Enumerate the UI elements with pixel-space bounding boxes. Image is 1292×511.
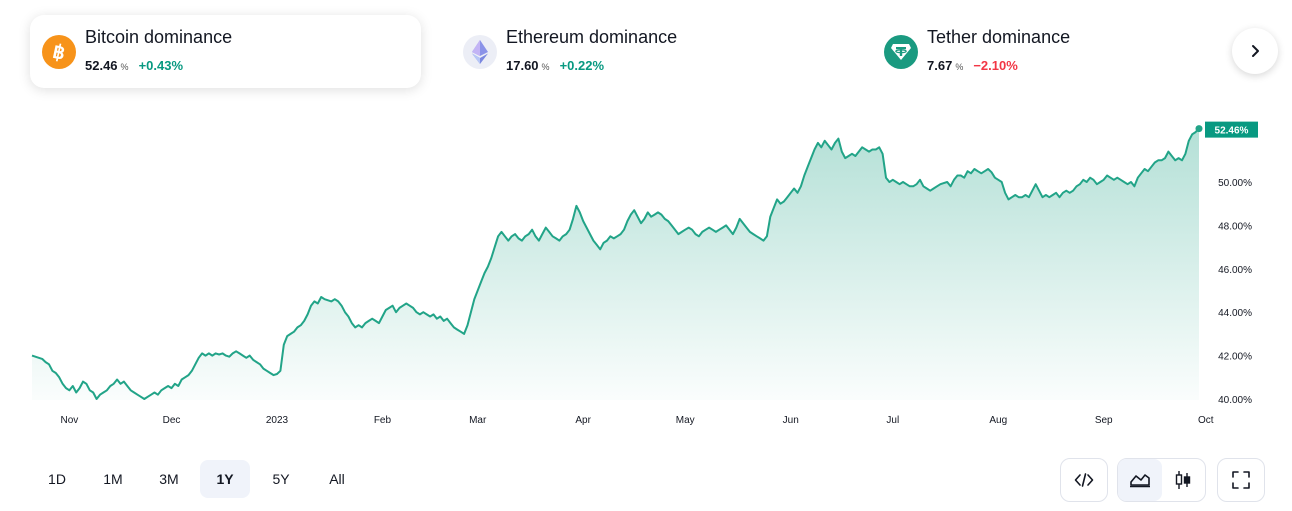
y-tick-label: 46.00% xyxy=(1218,265,1252,276)
y-tick-label: 50.00% xyxy=(1218,178,1252,189)
card-value-row: 17.60% +0.22% xyxy=(506,58,604,73)
card-value-row: 52.46% +0.43% xyxy=(85,58,183,73)
card-change: +0.22% xyxy=(559,58,605,73)
x-tick-label: Jul xyxy=(886,415,899,426)
x-tick-label: Aug xyxy=(989,415,1007,426)
y-tick-label: 48.00% xyxy=(1218,221,1252,232)
card-value-row: 7.67% −2.10% xyxy=(927,58,1018,73)
bitcoin-icon: ฿ xyxy=(42,35,76,69)
card-unit: % xyxy=(541,62,550,72)
x-tick-label: Dec xyxy=(163,415,181,426)
y-tick-label: 40.00% xyxy=(1218,395,1252,406)
x-tick-label: Apr xyxy=(575,415,591,426)
tether-icon xyxy=(884,35,918,69)
embed-button[interactable] xyxy=(1060,458,1108,502)
x-tick-label: Mar xyxy=(469,415,487,426)
card-unit: % xyxy=(955,62,964,72)
embed-code-icon[interactable] xyxy=(1062,459,1106,501)
range-button-all[interactable]: All xyxy=(329,471,345,487)
range-button-1y[interactable]: 1Y xyxy=(200,460,250,498)
x-tick-label: May xyxy=(676,415,695,426)
y-tick-label: 44.00% xyxy=(1218,308,1252,319)
fullscreen-button[interactable] xyxy=(1217,458,1265,502)
card-bitcoin-dominance[interactable]: ฿ Bitcoin dominance 52.46% +0.43% xyxy=(30,15,421,88)
area-fill xyxy=(32,128,1199,400)
range-selector: 1D 1M 3M 1Y 5Y All xyxy=(32,460,368,498)
x-tick-label: Sep xyxy=(1095,415,1113,426)
last-value-label: 52.46% xyxy=(1215,126,1249,137)
range-button-1d[interactable]: 1D xyxy=(48,471,66,487)
x-tick-label: 2023 xyxy=(266,415,289,426)
card-change: −2.10% xyxy=(973,58,1018,73)
range-button-1m[interactable]: 1M xyxy=(103,471,123,487)
card-ethereum-dominance[interactable]: Ethereum dominance 17.60% +0.22% xyxy=(451,15,842,88)
svg-text:฿: ฿ xyxy=(51,41,67,64)
card-value: 7.67 xyxy=(927,58,953,73)
candlestick-icon[interactable] xyxy=(1162,459,1206,501)
card-tether-dominance[interactable]: Tether dominance 7.67% −2.10% xyxy=(872,15,1222,88)
card-value: 52.46 xyxy=(85,58,118,73)
x-tick-label: Oct xyxy=(1198,415,1214,426)
chevron-right-icon xyxy=(1252,45,1259,57)
card-title: Ethereum dominance xyxy=(506,27,678,47)
series-line xyxy=(31,127,1200,400)
ethereum-icon xyxy=(463,35,497,69)
range-button-3m[interactable]: 3M xyxy=(159,471,179,487)
last-point xyxy=(1195,125,1203,133)
card-unit: % xyxy=(120,62,129,72)
card-title: Bitcoin dominance xyxy=(85,27,233,47)
next-button[interactable] xyxy=(1232,28,1278,74)
y-tick-label: 42.00% xyxy=(1218,352,1252,363)
card-value: 17.60 xyxy=(506,58,539,73)
area-chart-icon[interactable] xyxy=(1118,459,1162,501)
chart-type-toggle xyxy=(1117,458,1206,502)
card-title: Tether dominance xyxy=(927,27,1071,47)
last-value-badge xyxy=(1205,121,1258,138)
x-tick-label: Jun xyxy=(783,415,799,426)
card-change: +0.43% xyxy=(138,58,184,73)
range-button-5y[interactable]: 5Y xyxy=(272,471,290,487)
fullscreen-icon[interactable] xyxy=(1219,459,1263,501)
x-tick-label: Nov xyxy=(61,415,79,426)
x-tick-label: Feb xyxy=(374,415,392,426)
dominance-chart[interactable]: 40.00% 42.00% 44.00% 46.00% 48.00% 50.00% Nov… xyxy=(0,100,1292,435)
